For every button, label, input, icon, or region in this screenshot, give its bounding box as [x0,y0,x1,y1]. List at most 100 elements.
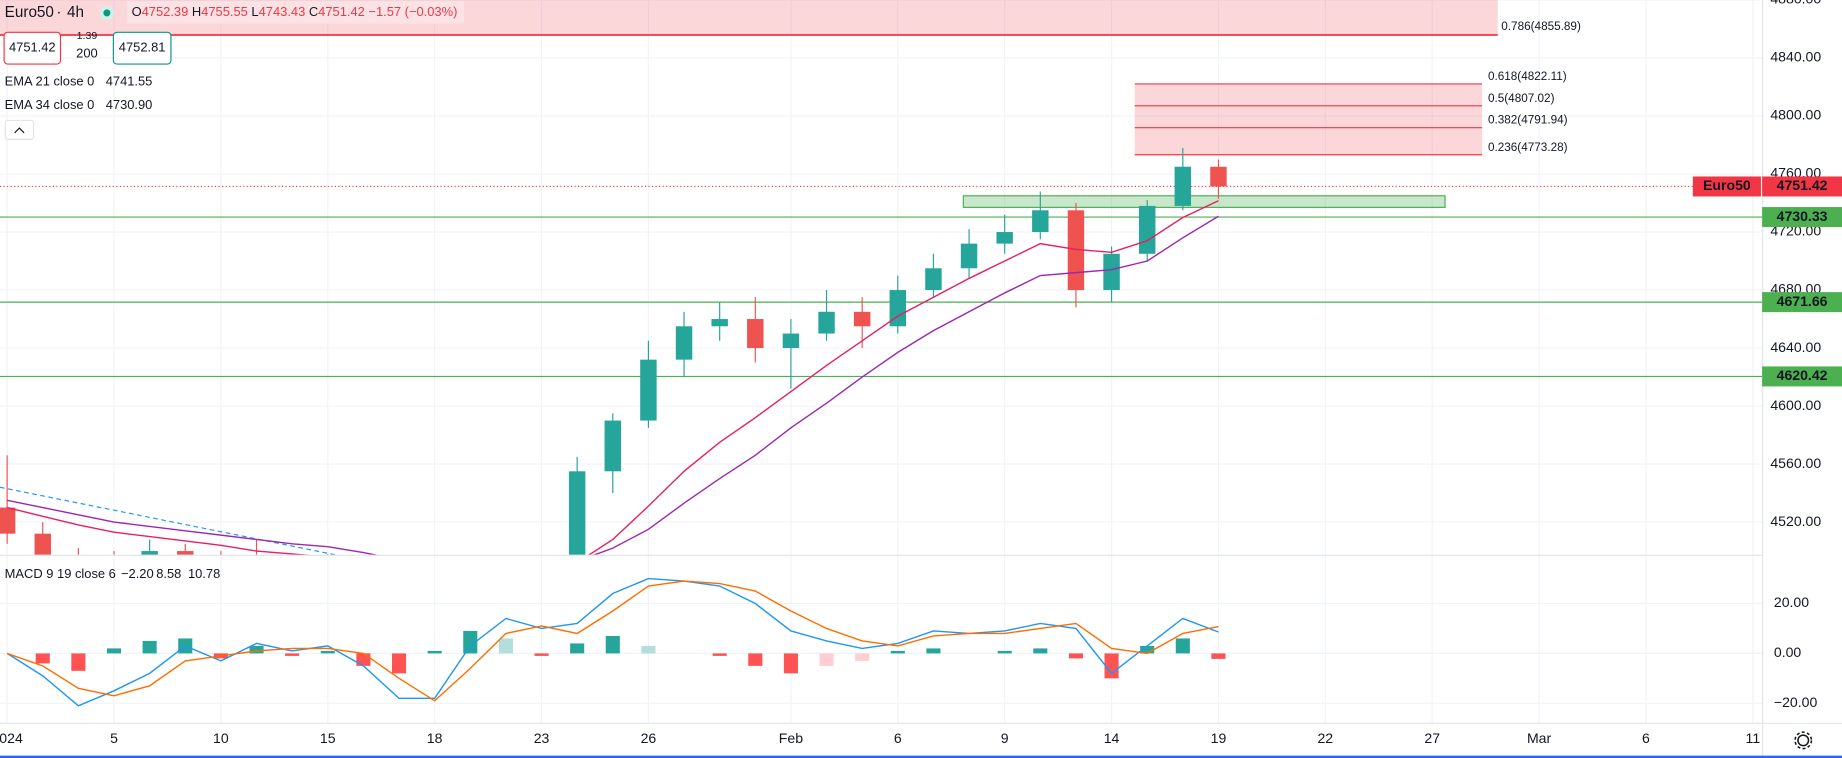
histogram-bar [712,653,727,656]
indicator-name[interactable]: EMA 21 close 0 [5,74,95,89]
ohlc-value: 4755.55 [201,4,248,19]
sell-button[interactable] [3,31,62,65]
histogram-bar [1104,653,1119,679]
macd-title[interactable]: MACD 9 19 close 6 [5,566,116,581]
bottom-bar [0,755,1842,758]
histogram-bar [427,650,442,654]
macd-value: 8.58 [156,566,181,581]
collapse-button[interactable] [4,119,35,140]
candle-body [996,232,1013,244]
x-tick-label: Feb [779,730,803,746]
histogram-bar [106,648,122,654]
macd-pane[interactable] [6,577,1226,707]
x-tick-label: 10 [213,730,229,746]
spread: 1.39 [77,30,98,42]
interval[interactable]: 4h [67,4,84,21]
histogram-bar [1140,645,1155,654]
histogram-bar [35,653,50,664]
change: −1.57 (−0.03%) [368,4,457,19]
histogram-bar [641,645,656,654]
histogram-bar [570,643,585,654]
candle-body [889,290,907,327]
separator: · [56,4,61,21]
candle-body [925,268,942,291]
macd-line [6,577,1219,707]
price-axis[interactable]: 4880.004840.004800.004760.004720.004680.… [1762,0,1842,710]
candle-body [782,333,800,349]
line-label-box [1762,292,1842,313]
x-tick-label: 19 [1211,730,1227,746]
candle-body [675,326,693,360]
fib-label: 0.5(4807.02) [1488,92,1555,105]
x-tick-label: 5 [110,730,118,746]
price-axis-background [1762,0,1842,723]
symbol[interactable]: Euro50 [5,4,54,21]
price-label: 4751.42 [1777,177,1828,193]
indicator-name[interactable]: EMA 34 close 0 [5,97,95,112]
line-label-box [1762,207,1842,228]
candle-body [141,551,158,555]
line-label: 4730.33 [1777,208,1828,224]
candle-body [1032,210,1049,233]
symbol-label-box [1692,176,1761,197]
buy-price[interactable]: 4752.81 [119,40,166,55]
y-tick-label: 4840.00 [1770,49,1821,65]
histogram-bar [819,653,834,666]
time-axis[interactable]: 2024 5 10 15 18 23 26 Feb 6 9 14 19 22 27 Mar 6 11 [0,730,1760,746]
macd-hist-value: −2.20 [121,566,154,581]
y-tick-label: 0.00 [1774,644,1802,660]
candle-body [960,243,978,269]
histogram-bar [890,650,905,654]
candle-body [34,533,51,555]
histogram-bar [463,630,478,654]
y-tick-label: −20.00 [1774,694,1818,710]
ema-line [6,215,1219,555]
ohlc-value: 4743.43 [259,4,306,19]
ohlc-value: 4751.42 [318,4,365,19]
ohlc-key: L [251,4,258,19]
line-label: 4620.42 [1777,367,1828,383]
gear [1797,734,1810,747]
indicator-value: 4741.55 [106,74,153,89]
ohlc: O4752.39 H4755.55 L4743.43 C4751.42 −1.5… [132,4,458,19]
gear-teeth [1794,731,1813,750]
line-label: 4671.66 [1777,293,1828,309]
histogram-bar [71,653,86,671]
y-tick-label: 4640.00 [1770,339,1821,355]
candle-body [1210,166,1227,187]
candle-body [853,311,871,327]
candle-body [0,507,16,534]
histogram-bar [391,653,407,674]
candle-body [640,359,657,421]
histogram-bar [1211,653,1226,659]
histogram-bar [1033,648,1048,654]
x-tick-label: 2024 [0,730,23,746]
x-tick-label: 22 [1317,730,1333,746]
histogram-bar [783,653,798,674]
candle-body [711,319,728,327]
candle-body [1103,253,1120,291]
ohlc-background [126,1,465,24]
y-tick-label: 4880.00 [1770,0,1821,7]
x-tick-label: 14 [1104,730,1120,746]
candle-body [1174,166,1192,206]
ema-line [6,200,1219,555]
sell-price[interactable]: 4751.42 [9,40,56,55]
fib-label: 0.382(4791.94) [1488,114,1568,127]
histogram-bar [320,650,335,654]
histogram-bar [356,653,371,666]
histogram-bar [285,653,300,656]
fib-region [1134,83,1483,155]
histogram-bar [498,638,513,654]
histogram-bar [926,648,941,654]
y-tick-label: 4560.00 [1770,455,1821,471]
settings-icon[interactable] [1794,731,1813,750]
quantity[interactable]: 200 [76,45,98,60]
collapse-icon [14,127,25,134]
x-tick-label: 27 [1424,730,1440,746]
histogram-bar [855,653,870,661]
buy-button[interactable] [112,31,172,65]
